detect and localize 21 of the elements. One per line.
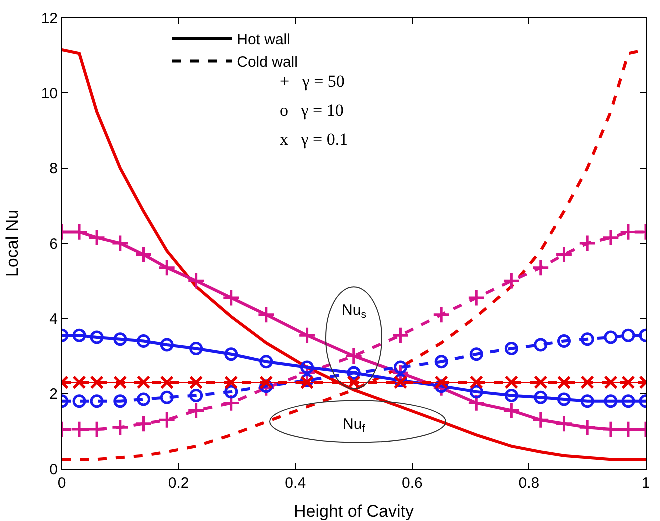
x-tick-label: 0.2: [168, 475, 190, 492]
y-tick-label: 2: [50, 386, 58, 404]
x-axis-title: Height of Cavity: [294, 502, 414, 521]
x-tick-label: 0.4: [285, 475, 306, 492]
annotation: + γ = 50: [280, 72, 345, 91]
y-tick-label: 8: [50, 160, 58, 178]
y-tick-label: 6: [50, 236, 58, 253]
legend-label: Hot wall: [237, 32, 290, 49]
annotation: x γ = 0.1: [280, 130, 348, 149]
y-axis-title: Local Nu: [3, 210, 22, 278]
annotation: o γ = 10: [280, 101, 344, 120]
x-tick-label: 1: [642, 475, 650, 492]
legend-label: Cold wall: [237, 54, 298, 72]
annotation: Nu$_{s}$: [342, 302, 366, 322]
y-tick-label: 4: [50, 310, 58, 328]
y-tick-label: 10: [41, 85, 58, 102]
x-tick-label: 0.6: [402, 475, 423, 492]
y-tick-label: 12: [41, 10, 58, 28]
annotation: Nu$_{f}$: [343, 416, 366, 436]
y-tick-label: 0: [50, 461, 58, 478]
x-tick-label: 0.8: [518, 475, 540, 492]
